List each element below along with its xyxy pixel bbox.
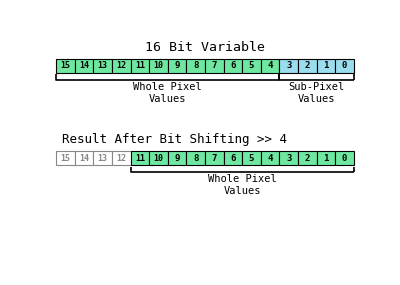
- Bar: [131, 59, 149, 73]
- Bar: [317, 151, 335, 165]
- Text: 6: 6: [230, 154, 236, 163]
- Text: 3: 3: [286, 154, 291, 163]
- Bar: [56, 59, 75, 73]
- Bar: [224, 59, 242, 73]
- Text: 9: 9: [174, 61, 180, 70]
- Bar: [94, 59, 112, 73]
- Text: 13: 13: [98, 154, 108, 163]
- Text: 0: 0: [342, 61, 347, 70]
- Bar: [112, 59, 130, 73]
- Text: 12: 12: [116, 154, 126, 163]
- Text: 2: 2: [305, 154, 310, 163]
- Bar: [224, 151, 242, 165]
- Text: 4: 4: [268, 154, 273, 163]
- Bar: [279, 151, 298, 165]
- Text: 2: 2: [305, 61, 310, 70]
- Bar: [317, 59, 335, 73]
- Bar: [261, 59, 280, 73]
- Text: 12: 12: [116, 61, 126, 70]
- Text: 7: 7: [212, 154, 217, 163]
- Text: Whole Pixel
Values: Whole Pixel Values: [208, 174, 276, 196]
- Bar: [205, 151, 224, 165]
- Text: 14: 14: [79, 61, 89, 70]
- Text: 16 Bit Variable: 16 Bit Variable: [145, 41, 265, 54]
- Bar: [298, 59, 317, 73]
- Text: 13: 13: [98, 61, 108, 70]
- Bar: [75, 59, 94, 73]
- Text: Sub-Pixel
Values: Sub-Pixel Values: [288, 82, 345, 103]
- Bar: [335, 151, 354, 165]
- Bar: [94, 151, 112, 165]
- Bar: [298, 151, 317, 165]
- Text: 0: 0: [342, 154, 347, 163]
- Bar: [186, 59, 205, 73]
- Bar: [168, 151, 186, 165]
- Text: Result After Bit Shifting >> 4: Result After Bit Shifting >> 4: [62, 133, 287, 146]
- Bar: [149, 59, 168, 73]
- Bar: [149, 151, 168, 165]
- Text: 15: 15: [60, 61, 70, 70]
- Text: 8: 8: [193, 154, 198, 163]
- Text: 6: 6: [230, 61, 236, 70]
- Bar: [242, 151, 261, 165]
- Bar: [186, 151, 205, 165]
- Text: 10: 10: [154, 154, 164, 163]
- Text: 4: 4: [268, 61, 273, 70]
- Bar: [205, 59, 224, 73]
- Bar: [242, 59, 261, 73]
- Text: 5: 5: [249, 154, 254, 163]
- Bar: [279, 59, 298, 73]
- Text: Whole Pixel
Values: Whole Pixel Values: [134, 82, 202, 103]
- Text: 10: 10: [154, 61, 164, 70]
- Text: 1: 1: [323, 61, 328, 70]
- Text: 8: 8: [193, 61, 198, 70]
- Bar: [56, 151, 75, 165]
- Bar: [112, 151, 130, 165]
- Bar: [335, 59, 354, 73]
- Text: 14: 14: [79, 154, 89, 163]
- Bar: [131, 151, 149, 165]
- Text: 5: 5: [249, 61, 254, 70]
- Text: 11: 11: [135, 61, 145, 70]
- Text: 15: 15: [60, 154, 70, 163]
- Text: 9: 9: [174, 154, 180, 163]
- Bar: [261, 151, 280, 165]
- Text: 3: 3: [286, 61, 291, 70]
- Bar: [75, 151, 94, 165]
- Text: 7: 7: [212, 61, 217, 70]
- Text: 11: 11: [135, 154, 145, 163]
- Text: 1: 1: [323, 154, 328, 163]
- Bar: [168, 59, 186, 73]
